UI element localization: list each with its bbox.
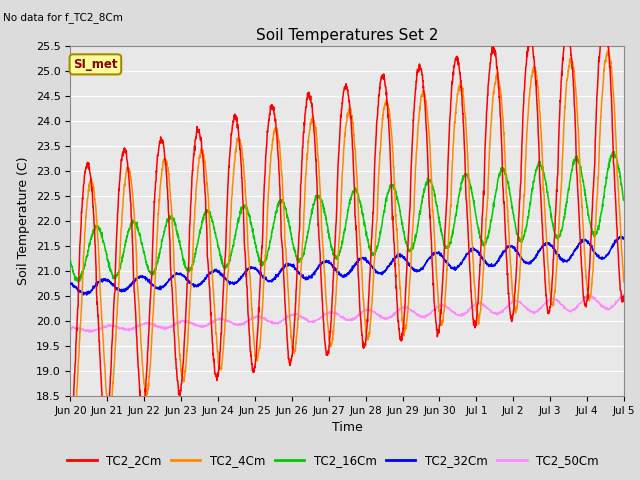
- Text: No data for f_TC2_8Cm: No data for f_TC2_8Cm: [3, 12, 123, 23]
- Y-axis label: Soil Temperature (C): Soil Temperature (C): [17, 156, 30, 285]
- X-axis label: Time: Time: [332, 421, 363, 434]
- Text: SI_met: SI_met: [73, 58, 118, 71]
- Title: Soil Temperatures Set 2: Soil Temperatures Set 2: [256, 28, 438, 43]
- Legend: TC2_2Cm, TC2_4Cm, TC2_16Cm, TC2_32Cm, TC2_50Cm: TC2_2Cm, TC2_4Cm, TC2_16Cm, TC2_32Cm, TC…: [62, 449, 604, 472]
